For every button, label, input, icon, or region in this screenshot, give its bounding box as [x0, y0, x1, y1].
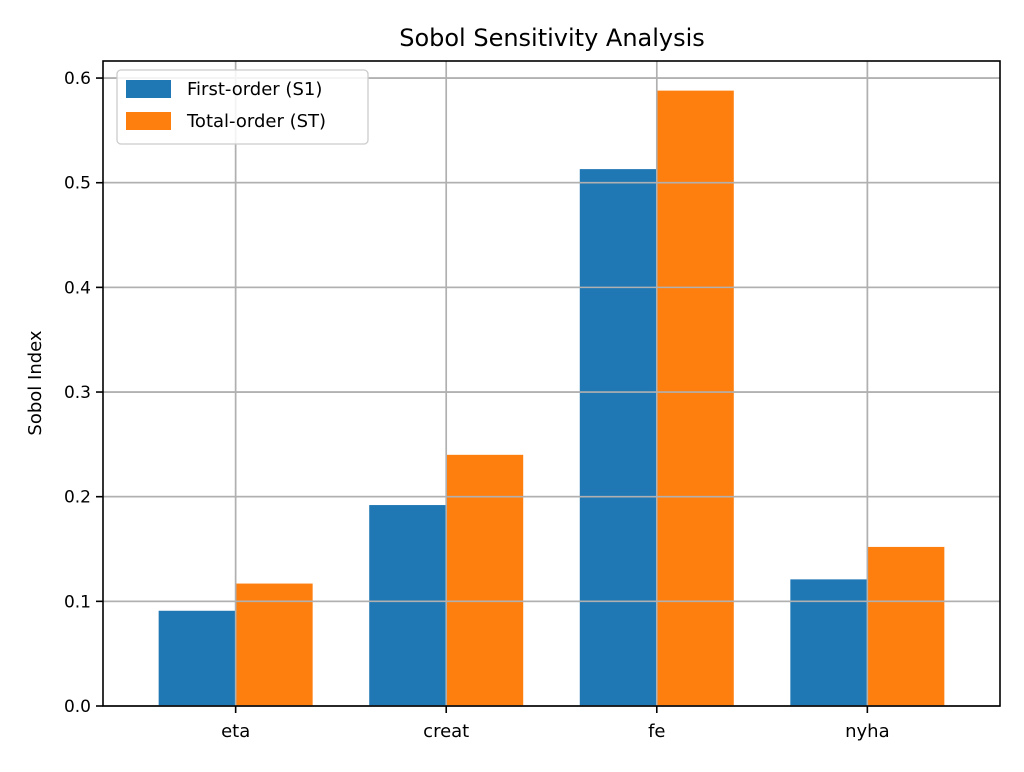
x-tick-label-creat: creat [423, 721, 469, 742]
bars [103, 61, 1000, 707]
chart-title: Sobol Sensitivity Analysis [399, 24, 705, 52]
bar-st-creat [446, 454, 524, 706]
legend-label-st: Total-order (ST) [186, 111, 326, 132]
bar-s1-nyha [790, 579, 868, 706]
plot-frame [102, 60, 1001, 707]
y-tick-label: 0.2 [64, 488, 91, 508]
y-tick-label: 0.5 [64, 174, 91, 194]
y-tick-label: 0.0 [64, 697, 91, 717]
bar-s1-eta [158, 610, 236, 706]
y-tick-label: 0.1 [64, 592, 91, 612]
x-tick-label-eta: eta [221, 721, 250, 742]
y-tick-label: 0.4 [64, 278, 91, 298]
bar-st-nyha [867, 546, 945, 706]
x-tick-label-nyha: nyha [845, 721, 890, 742]
y-axis-label: Sobol Index [25, 330, 46, 436]
legend-swatch-s1 [126, 80, 171, 98]
bar-st-eta [235, 583, 313, 706]
bar-st-fe [656, 90, 734, 707]
legend: First-order (S1) Total-order (ST) [116, 69, 369, 145]
x-tick-label-fe: fe [648, 721, 665, 742]
legend-label-s1: First-order (S1) [187, 79, 322, 100]
legend-box [116, 69, 369, 145]
legend-swatch-st [126, 112, 171, 130]
y-tick-label: 0.6 [64, 69, 91, 89]
bar-s1-fe [579, 169, 657, 707]
axes: 0.0 0.1 0.2 0.3 0.4 0.5 0.6 eta creat fe nyha [64, 60, 1001, 742]
y-tick-label: 0.3 [64, 383, 91, 403]
bar-s1-creat [369, 505, 447, 706]
